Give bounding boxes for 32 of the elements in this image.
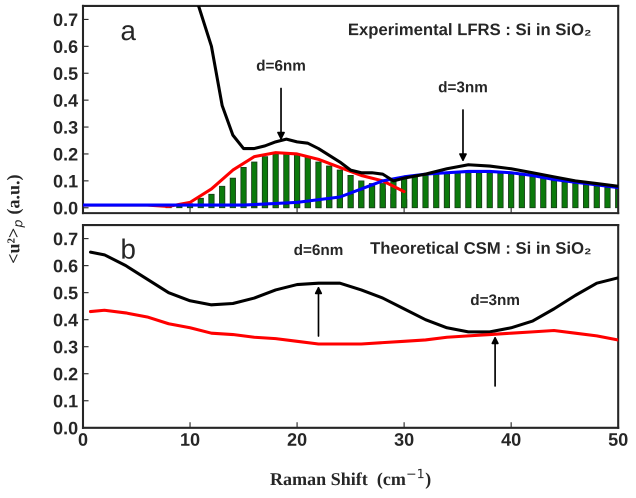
- y-tick-label: 0.7: [54, 232, 78, 246]
- annotation: d=3nm: [438, 81, 487, 92]
- x-tick-label: 0: [78, 433, 88, 446]
- text: Experimental LFRS : Si in SiO₂: [348, 23, 591, 39]
- annotation: d=6nm: [256, 60, 305, 71]
- y-tick-label: 0.5: [54, 67, 78, 80]
- y-tick-label: 0.1: [54, 174, 78, 188]
- y-tick-label: 0.3: [54, 340, 78, 354]
- x-tick-label: 50: [608, 433, 628, 446]
- annotation: d=3nm: [470, 294, 519, 306]
- text: Theoretical CSM : Si in SiO₂: [370, 242, 591, 254]
- y-tick-label: 0.2: [54, 368, 78, 380]
- y-tick-label: 0.1: [54, 394, 78, 408]
- annotation: d=6nm: [294, 244, 342, 256]
- y-tick-label: 0.3: [54, 120, 78, 134]
- y-axis-title: <u²>$_{p}$ (a.u.): [6, 175, 25, 263]
- x-tick-label: 20: [288, 433, 306, 446]
- annotation: b: [122, 238, 135, 259]
- y-tick-label: 0.4: [54, 94, 78, 107]
- x-axis-title: Raman Shift (cm$^{−1}$): [270, 468, 430, 489]
- y-tick-label: 0.6: [54, 40, 78, 54]
- y-tick-label: 0.0: [54, 202, 78, 214]
- x-tick-label: 10: [181, 433, 200, 446]
- y-tick-label: 0.5: [54, 286, 78, 300]
- y-tick-label: 0.0: [54, 422, 78, 434]
- x-tick-label: 40: [501, 433, 520, 446]
- y-tick-label: 0.6: [54, 260, 78, 272]
- annotation: a: [122, 25, 136, 40]
- y-tick-label: 0.7: [54, 13, 78, 26]
- x-tick-label: 30: [394, 433, 414, 446]
- y-tick-label: 0.2: [54, 148, 78, 161]
- y-tick-label: 0.4: [54, 314, 78, 326]
